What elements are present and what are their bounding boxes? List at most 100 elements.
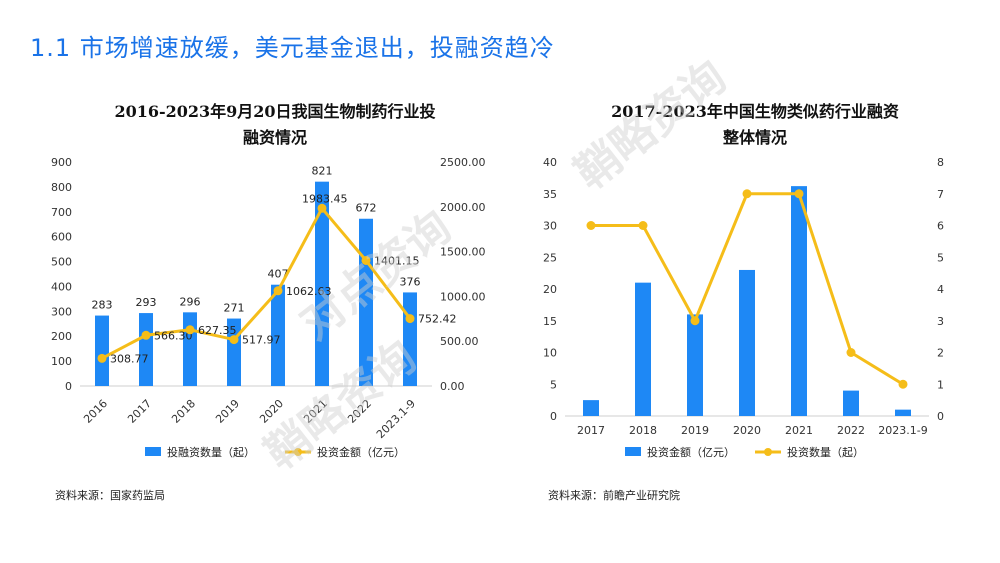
x-tick-label: 2022	[837, 424, 865, 437]
bar-data-label: 296	[180, 295, 201, 308]
legend-bar-swatch	[625, 447, 641, 456]
x-tick-label: 2019	[681, 424, 709, 437]
line-data-label: 752.42	[418, 313, 457, 326]
y-right-tick-label: 8	[937, 156, 944, 169]
y-right-tick-label: 0	[937, 410, 944, 423]
line-point	[185, 325, 195, 335]
bar	[739, 269, 755, 416]
line-point	[898, 379, 908, 389]
right-chart-title-line1: 2017-2023年中国生物类似药行业融资	[611, 102, 899, 121]
bar-data-label: 293	[136, 296, 157, 309]
bar-data-label: 672	[356, 202, 377, 215]
left-chart-title-line1: 2016-2023年9月20日我国生物制药行业投	[114, 102, 436, 121]
y-right-tick-label: 0.00	[440, 380, 465, 393]
line-point	[586, 221, 596, 230]
bar	[403, 292, 417, 386]
line-point	[273, 286, 283, 296]
bar	[139, 313, 153, 386]
y-right-tick-label: 2000.00	[440, 201, 486, 214]
line-data-label: 308.77	[110, 352, 149, 365]
y-left-tick-label: 800	[51, 181, 72, 194]
line-point	[794, 189, 804, 199]
y-left-tick-label: 400	[51, 280, 72, 293]
line-series	[101, 206, 412, 360]
line-point	[361, 255, 371, 265]
line-point	[405, 314, 415, 324]
y-left-tick-label: 10	[543, 347, 557, 360]
bar	[791, 186, 807, 416]
legend-bar-label: 投资金额（亿元）	[647, 445, 735, 459]
y-left-tick-label: 0	[550, 410, 557, 423]
y-left-tick-label: 20	[543, 283, 557, 296]
x-tick-label: 2020	[257, 397, 286, 426]
bar	[95, 315, 109, 386]
y-left-tick-label: 35	[543, 188, 557, 201]
y-left-tick-label: 40	[543, 156, 557, 169]
x-tick-label: 2021	[301, 397, 330, 426]
x-tick-label: 2022	[345, 397, 374, 426]
bar-data-label: 407	[268, 268, 289, 281]
legend-bar-swatch	[145, 447, 161, 456]
bar	[359, 218, 373, 386]
left-chart: 0 100 200 300 400 500 600 700 800 900 0.00 500.00 10…	[51, 156, 486, 459]
legend-line-marker	[764, 448, 772, 456]
y-left-tick-label: 700	[51, 206, 72, 219]
legend-line-marker	[294, 448, 302, 456]
x-tick-label: 2019	[213, 397, 242, 426]
x-tick-label: 2023.1-9	[374, 397, 418, 441]
right-source-note: 资料来源：前瞻产业研究院	[548, 489, 680, 502]
page-title: 1.1 市场增速放缓，美元基金退出，投融资趋冷	[30, 34, 555, 62]
y-right-tick-label: 500.00	[440, 335, 479, 348]
bar	[635, 282, 651, 416]
line-data-label: 1401.15	[374, 254, 420, 267]
x-tick-label: 2018	[169, 397, 198, 426]
right-chart-title-line2: 整体情况	[722, 128, 787, 147]
y-left-tick-label: 30	[543, 220, 557, 233]
line-point	[97, 353, 107, 363]
bar	[183, 312, 197, 386]
line-point	[638, 221, 648, 230]
x-tick-label: 2021	[785, 424, 813, 437]
y-left-tick-label: 0	[65, 380, 72, 393]
line-point	[742, 189, 752, 199]
y-right-tick-label: 7	[937, 188, 944, 201]
y-right-tick-label: 1	[937, 378, 944, 391]
line-point	[141, 330, 151, 340]
bar-data-label: 376	[400, 275, 421, 288]
line-data-label: 566.30	[154, 329, 193, 342]
line-point	[846, 348, 856, 357]
x-tick-label: 2018	[629, 424, 657, 437]
x-tick-label: 2016	[81, 397, 110, 426]
y-left-tick-label: 300	[51, 305, 72, 318]
legend-bar-label: 投融资数量（起）	[167, 445, 255, 459]
bar	[843, 390, 859, 416]
left-source-note: 资料来源：国家药监局	[55, 489, 165, 502]
bar	[315, 181, 329, 386]
line-data-label: 1062.63	[286, 285, 332, 298]
bar-data-label: 821	[312, 165, 333, 178]
left-chart-title: 2016-2023年9月20日我国生物制药行业投 融资情况	[75, 99, 475, 151]
y-right-tick-label: 6	[937, 220, 944, 233]
x-tick-label: 2023.1-9	[878, 424, 927, 437]
y-right-tick-label: 4	[937, 283, 944, 296]
y-left-tick-label: 5	[550, 378, 557, 391]
bar	[583, 400, 599, 416]
line-data-label: 1983.45	[302, 192, 348, 205]
line-point	[229, 335, 239, 345]
y-left-tick-label: 500	[51, 256, 72, 269]
y-right-tick-label: 1500.00	[440, 246, 486, 259]
line-point	[317, 203, 327, 213]
bar	[895, 409, 911, 416]
right-chart: 0 5 10 15 20 25 30 35 40 0 1 2 3 4 5 6 7 8 2017 2018 2019 202…	[543, 156, 944, 459]
right-chart-title: 2017-2023年中国生物类似药行业融资 整体情况	[570, 99, 940, 151]
bar-data-label: 271	[224, 302, 245, 315]
y-right-tick-label: 5	[937, 251, 944, 264]
legend-line-label: 投资金额（亿元）	[317, 445, 405, 459]
y-right-tick-label: 1000.00	[440, 290, 486, 303]
x-tick-label: 2017	[577, 424, 605, 437]
line-data-label: 627.35	[198, 324, 237, 337]
y-left-tick-label: 200	[51, 330, 72, 343]
legend-line-label: 投资数量（起）	[787, 445, 864, 459]
y-left-tick-label: 25	[543, 251, 557, 264]
x-tick-label: 2020	[733, 424, 761, 437]
